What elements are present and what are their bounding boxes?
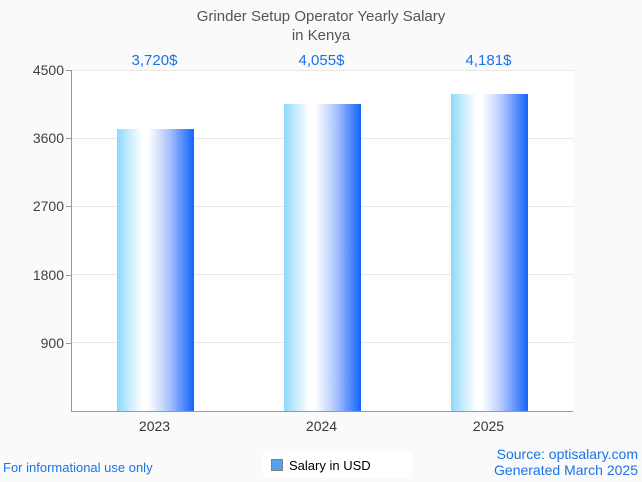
chart-title: Grinder Setup Operator Yearly Salary in … bbox=[0, 7, 642, 45]
y-tick-mark bbox=[66, 206, 71, 208]
bar-2023 bbox=[117, 129, 194, 411]
bar-value-label: 4,055$ bbox=[298, 52, 345, 69]
bar-value-label: 3,720$ bbox=[131, 52, 178, 69]
disclaimer-text: For informational use only bbox=[3, 460, 153, 475]
bar-2025 bbox=[451, 94, 528, 411]
y-tick-mark bbox=[66, 70, 71, 71]
legend-label: Salary in USD bbox=[289, 457, 371, 473]
source-credit: Source: optisalary.com Generated March 2… bbox=[494, 446, 638, 478]
plot-area bbox=[71, 69, 573, 412]
y-axis-label: 900 bbox=[40, 334, 64, 351]
chart-title-line2: in Kenya bbox=[291, 27, 351, 44]
bar-2024 bbox=[284, 103, 361, 411]
legend-marker-icon bbox=[271, 459, 283, 471]
y-axis-label: 4500 bbox=[32, 62, 64, 78]
y-tick-mark bbox=[66, 138, 71, 140]
x-axis-label: 2025 bbox=[472, 418, 505, 434]
legend-item[interactable]: Salary in USD bbox=[263, 452, 412, 478]
x-axis-label: 2023 bbox=[138, 418, 171, 434]
source-link[interactable]: Source: optisalary.com bbox=[496, 446, 638, 462]
y-axis-label: 3600 bbox=[32, 130, 64, 147]
y-axis-label: 1800 bbox=[32, 266, 64, 283]
y-tick-mark bbox=[66, 342, 71, 344]
generated-date: Generated March 2025 bbox=[494, 462, 638, 478]
chart-title-line1: Grinder Setup Operator Yearly Salary bbox=[196, 8, 446, 25]
y-tick-mark bbox=[66, 274, 71, 276]
gridline bbox=[72, 69, 573, 71]
x-axis-label: 2024 bbox=[305, 418, 338, 434]
y-axis-label: 2700 bbox=[32, 198, 64, 215]
bar-value-label: 4,181$ bbox=[465, 52, 512, 69]
